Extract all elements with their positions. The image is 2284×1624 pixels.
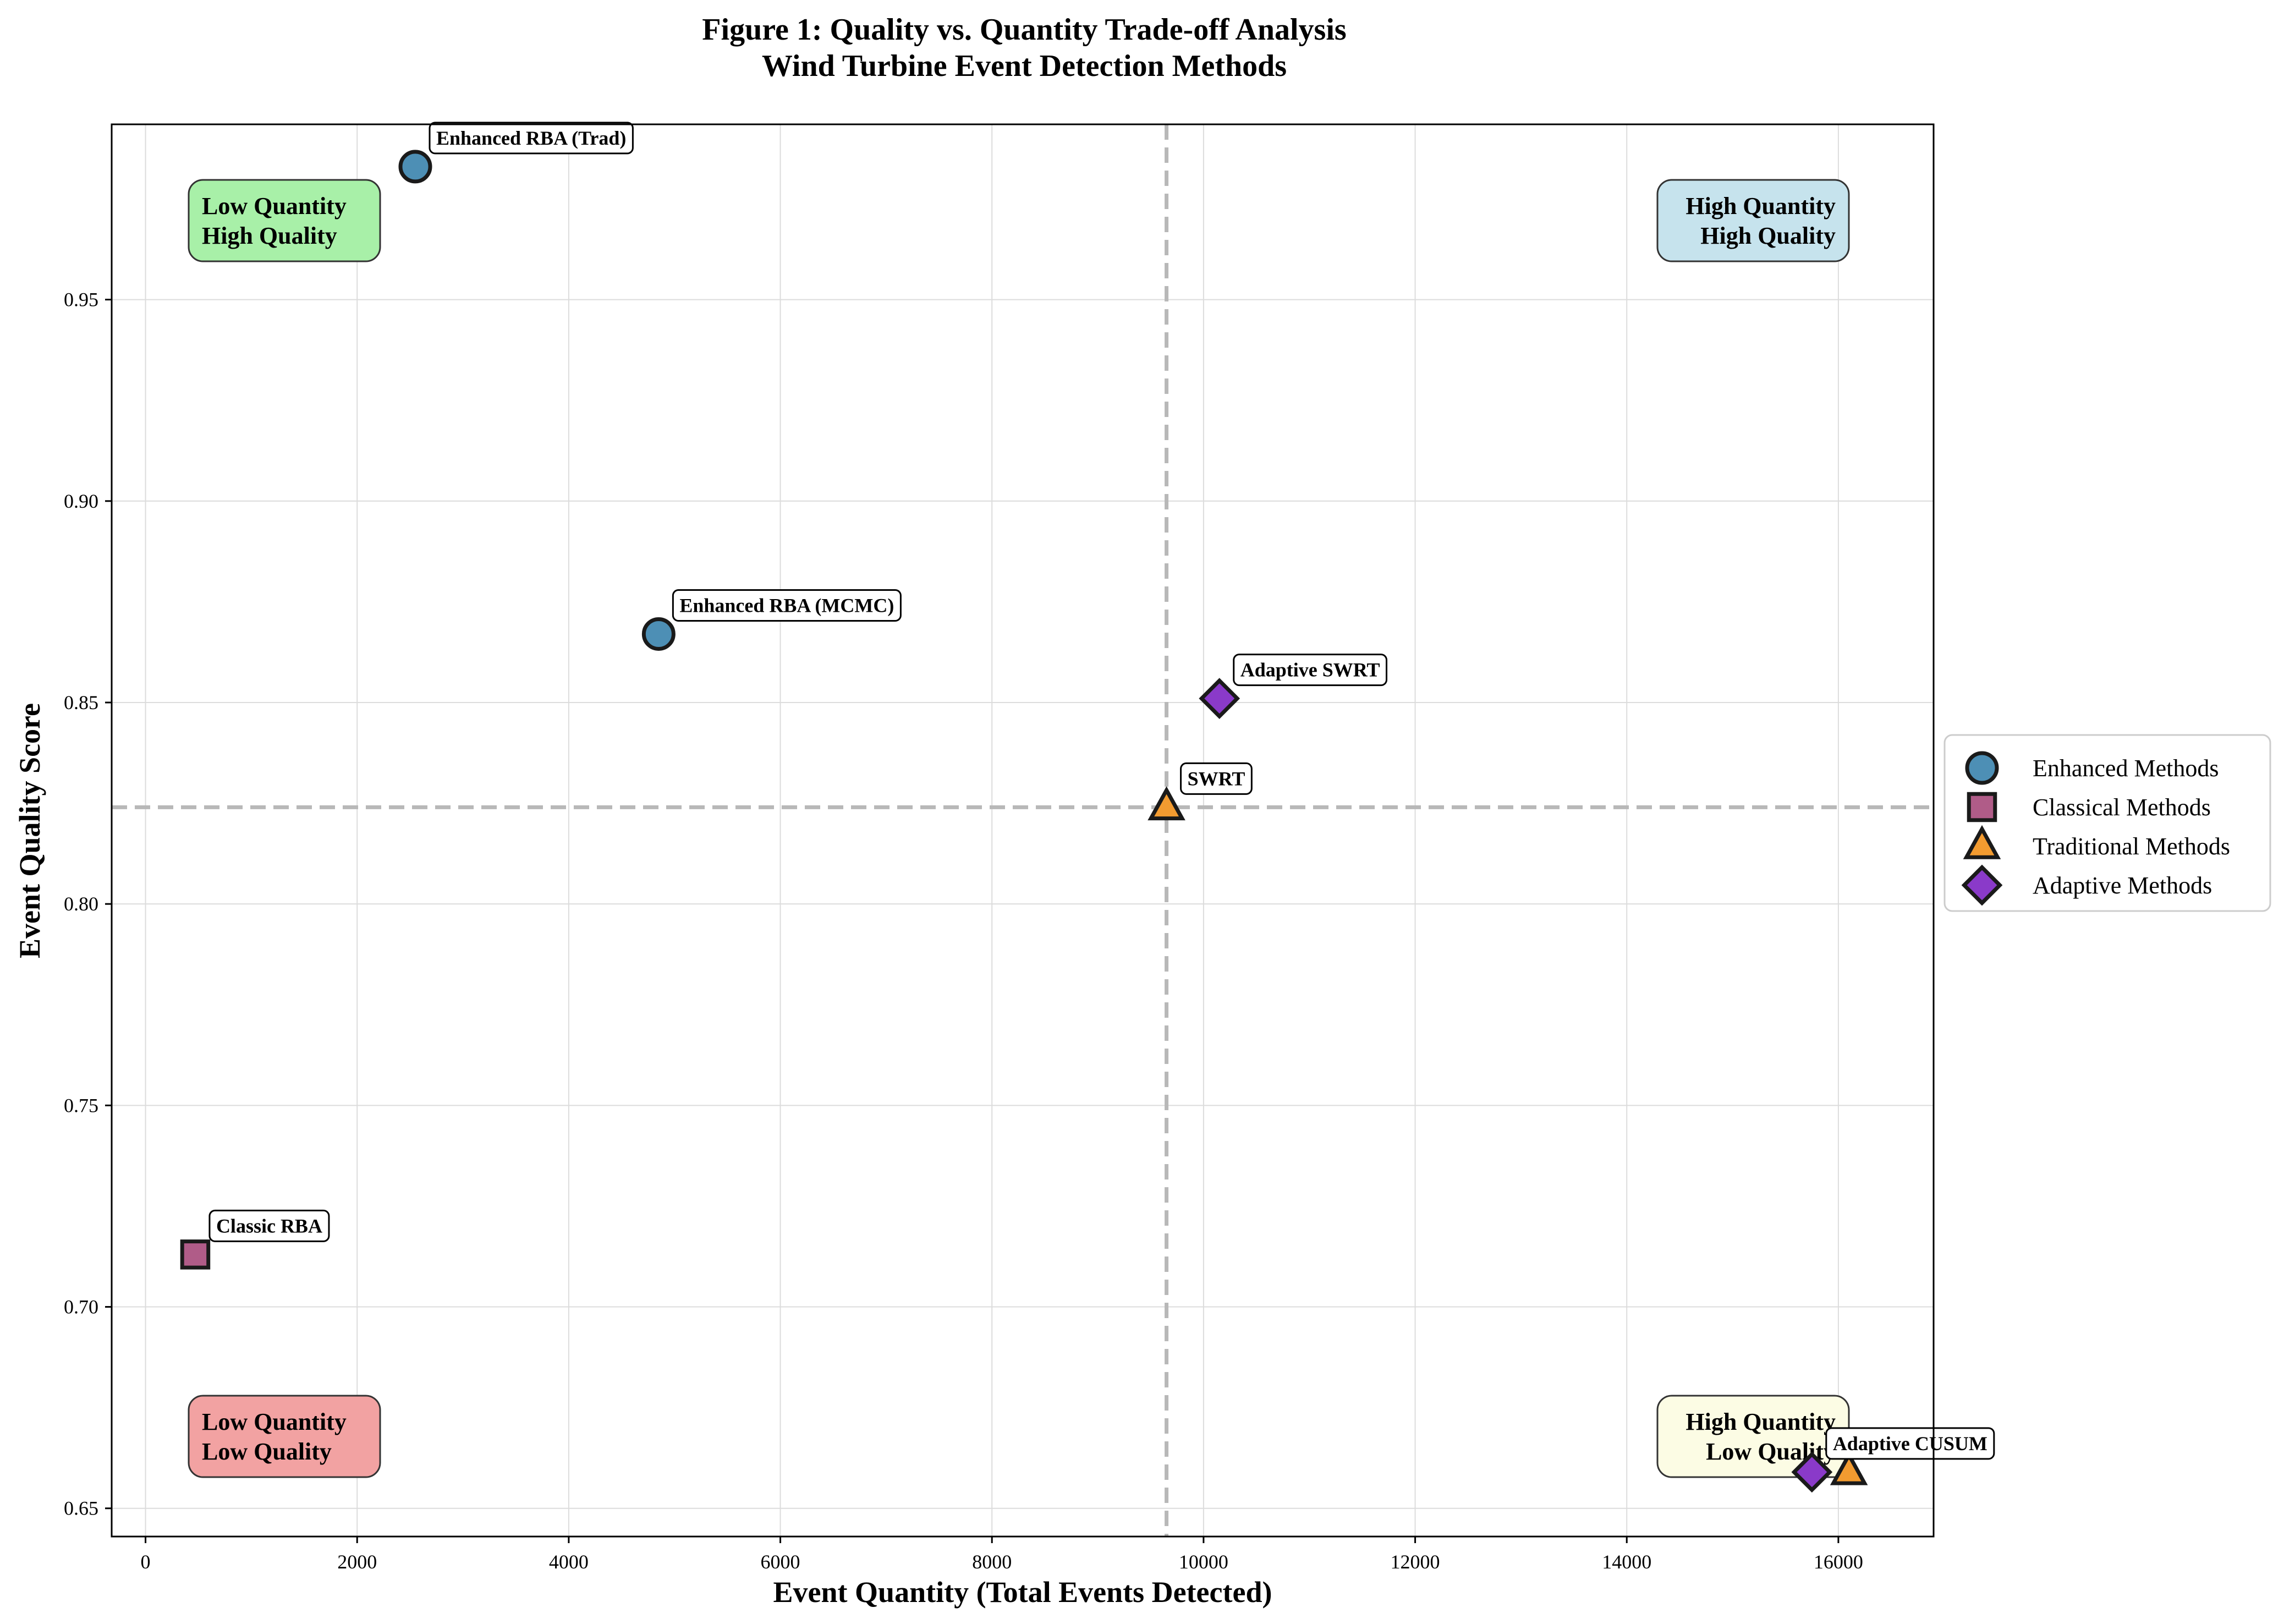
- traditional-methods-point: [1830, 1451, 1868, 1485]
- point-label-text: SWRT: [1188, 767, 1245, 789]
- plot-area-frame: [111, 123, 1935, 1538]
- point-label-box: [429, 122, 634, 155]
- y-tick-label: 0.65: [64, 1497, 98, 1519]
- y-axis-label: Event Quality Score: [13, 703, 46, 958]
- x-axis-label: Event Quantity (Total Events Detected): [773, 1576, 1272, 1609]
- point-label-adaptive-swrt: Adaptive SWRT: [1233, 654, 1388, 687]
- quadrant-label-line: Low Quantity: [202, 1408, 347, 1435]
- quadrant-label-low-quantity-low-quality: Low Quantity Low Quality: [188, 1395, 381, 1478]
- x-tick-label: 6000: [761, 1551, 800, 1573]
- legend-circle-icon: [1965, 751, 1999, 785]
- legend-frame: [1943, 734, 2271, 912]
- y-tick-label: 0.85: [64, 692, 98, 714]
- classical-methods-point: [180, 1239, 211, 1270]
- quadrant-label-line: High Quantity: [1685, 1408, 1836, 1435]
- quadrant-label-line: Low Quantity: [202, 193, 347, 220]
- point-label-adaptive-cusum: Adaptive CUSUM: [1825, 1427, 1995, 1460]
- point-label-text: Classic RBA: [216, 1215, 322, 1237]
- quadrant-label-line: High Quality: [1700, 222, 1836, 249]
- legend-triangle-icon: [1963, 825, 2001, 859]
- quadrant-label-line: Low Quality: [202, 1438, 332, 1465]
- legend-entry-label: Classical Methods: [2033, 794, 2211, 821]
- legend-entry-label: Traditional Methods: [2033, 833, 2230, 860]
- reference-lines: [112, 124, 1934, 1537]
- y-axis-ticks: 0.65 0.70 0.75 0.80 0.85 0.90 0.95: [64, 289, 112, 1519]
- point-label-box: [208, 1209, 330, 1242]
- point-label-swrt: SWRT: [1180, 762, 1253, 795]
- point-label-text: Adaptive CUSUM: [1833, 1433, 1987, 1455]
- point-label-enhanced-rba-mcmc: Enhanced RBA (MCMC): [672, 589, 902, 622]
- legend-entry-adaptive-methods: Adaptive Methods: [1961, 864, 2212, 906]
- point-label-box: [1233, 654, 1388, 687]
- x-tick-label: 16000: [1814, 1551, 1863, 1573]
- enhanced-methods-point: [641, 617, 676, 651]
- legend-square-icon: [1967, 792, 1997, 822]
- x-tick-label: 2000: [337, 1551, 377, 1573]
- legend: Enhanced Methods Classical Methods Traditi…: [1943, 734, 2271, 912]
- y-tick-label: 0.70: [64, 1296, 98, 1318]
- data-markers: [180, 150, 1868, 1493]
- point-label-enhanced-rba-trad: Enhanced RBA (Trad): [429, 122, 634, 155]
- enhanced-methods-point: [398, 150, 432, 184]
- adaptive-methods-point: [1791, 1451, 1833, 1493]
- x-tick-label: 10000: [1179, 1551, 1228, 1573]
- x-tick-label: 4000: [549, 1551, 589, 1573]
- legend-entry-enhanced-methods: Enhanced Methods: [1965, 751, 2219, 785]
- plot-area-background: [112, 124, 1934, 1537]
- x-tick-label: 0: [141, 1551, 151, 1573]
- x-tick-label: 12000: [1391, 1551, 1440, 1573]
- y-tick-label: 0.75: [64, 1094, 98, 1116]
- y-tick-label: 0.95: [64, 289, 98, 311]
- quadrant-label-box: [188, 1395, 381, 1478]
- quadrant-label-box: [1656, 179, 1850, 262]
- x-axis-ticks: 0 2000 4000 6000 8000 10000 12000 14000 16000: [141, 1537, 1863, 1573]
- point-label-box: [672, 589, 902, 622]
- grid-lines: [112, 124, 1934, 1537]
- chart-title: Figure 1: Quality vs. Quantity Trade-off…: [702, 13, 1346, 47]
- legend-entry-classical-methods: Classical Methods: [1967, 792, 2211, 822]
- legend-diamond-icon: [1961, 864, 2003, 906]
- legend-entry-label: Enhanced Methods: [2033, 755, 2219, 782]
- quadrant-label-line: High Quality: [202, 222, 337, 249]
- y-tick-label: 0.90: [64, 490, 98, 512]
- point-label-classic-rba: Classic RBA: [208, 1209, 330, 1242]
- quadrant-label-line: High Quantity: [1685, 193, 1836, 220]
- quadrant-label-box: [188, 179, 381, 262]
- point-labels: Enhanced RBA (Trad) Enhanced RBA (MCMC) Cl…: [208, 122, 1995, 1460]
- point-label-text: Enhanced RBA (MCMC): [679, 594, 894, 616]
- point-label-box: [1825, 1427, 1995, 1460]
- legend-entry-traditional-methods: Traditional Methods: [1963, 825, 2230, 860]
- point-label-text: Enhanced RBA (Trad): [436, 127, 626, 149]
- adaptive-methods-point: [1199, 678, 1240, 719]
- traditional-methods-point: [1148, 786, 1185, 821]
- y-tick-label: 0.80: [64, 893, 98, 915]
- legend-entry-label: Adaptive Methods: [2033, 872, 2212, 899]
- point-label-box: [1180, 762, 1253, 795]
- x-tick-label: 14000: [1602, 1551, 1651, 1573]
- x-tick-label: 8000: [972, 1551, 1012, 1573]
- point-label-text: Adaptive SWRT: [1240, 659, 1380, 681]
- chart-subtitle: Wind Turbine Event Detection Methods: [762, 49, 1287, 83]
